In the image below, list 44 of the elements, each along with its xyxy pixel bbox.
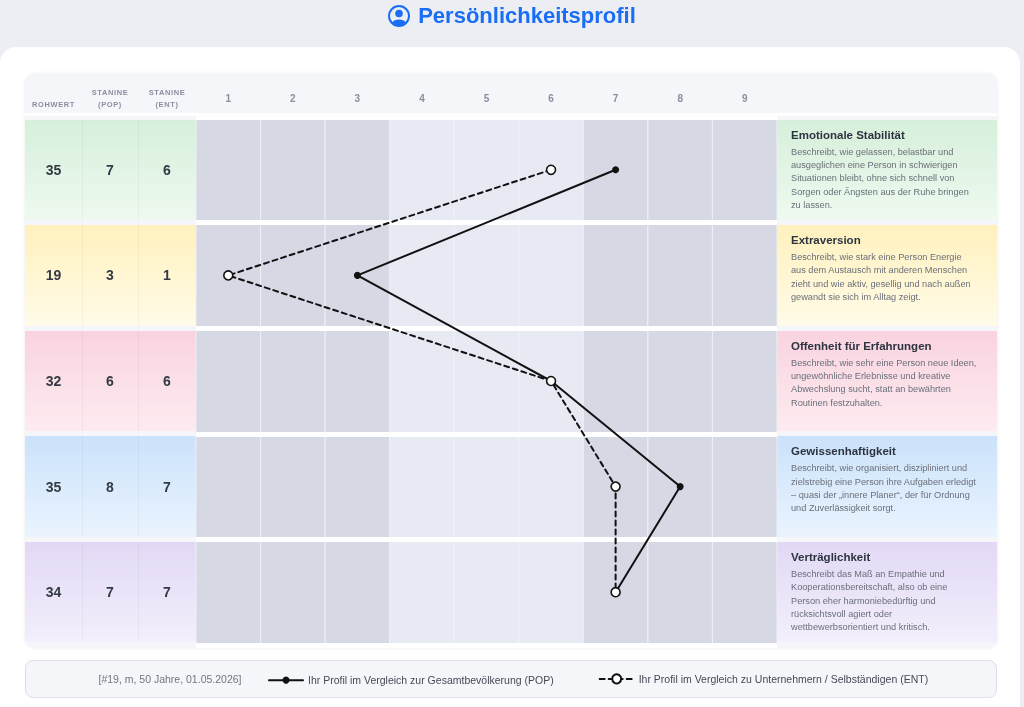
text: 19: [44, 266, 63, 285]
data-label: 7: [105, 583, 115, 602]
text: 35: [44, 477, 63, 496]
y-tick-label: Gewissenhaftigkeit: [791, 445, 897, 458]
x-tick-label: 8: [677, 92, 684, 104]
text: Beschreibt das Maß an Empathie und Kooperationsbereitschaft, also ob eine Person eher harmoniebedürftig und rücksichtsvoll agiert oder wettbewerbsorientiert und kritisch.: [791, 567, 949, 635]
x-tick-label: 3: [354, 92, 361, 104]
x-tick-label: 7: [612, 92, 619, 104]
chart-title: Persönlichkeitsprofil: [418, 3, 636, 29]
data-label: 6: [162, 160, 172, 179]
x-tick-label: 9: [741, 92, 748, 104]
y-tick-label: Verträglichkeit: [791, 550, 872, 563]
text: Beschreibt, wie stark eine Person Energie aus dem Austausch mit anderen Menschen zieht und wie aktiv, gesellig und nach außen gewandt sie sich im Alltag zeigt.: [791, 251, 972, 305]
text: [#19, m, 50 Jahre, 01.05.2026]: [98, 673, 242, 685]
data-label: 1: [162, 266, 172, 285]
point: [612, 166, 620, 174]
text: 35: [44, 160, 63, 179]
data-label: 8: [105, 477, 115, 496]
data-label: 7: [162, 583, 172, 602]
point: [610, 481, 621, 492]
y-tick-label: Offenheit für Erfahrungen: [791, 339, 933, 352]
x-tick-label: 1: [225, 92, 232, 104]
text: Beschreibt, wie sehr eine Person neue Ideen, ungewöhnliche Erlebnisse und kreative Abwechslung sucht, statt an bewährten Routinen festzuhalten.: [791, 356, 977, 410]
point: [676, 483, 684, 491]
point: [353, 271, 361, 279]
data-label: 6: [105, 372, 115, 390]
text: 32: [44, 372, 63, 390]
text: Beschreibt, wie gelassen, belastbar und ausgeglichen eine Person in schwierigen Situationen bleibt, ohne sich schnell von Sorgen oder Ängsten aus der Ruhe bringen zu lassen.: [791, 145, 970, 212]
x-tick-label: 5: [483, 92, 490, 104]
point: [222, 270, 234, 281]
x-tick-label: 4: [419, 92, 426, 104]
text: 34: [44, 583, 63, 602]
data-label: 3: [105, 266, 115, 285]
legend-label: Ihr Profil im Vergleich zu Unternehmern / Selbständigen (ENT): [638, 672, 929, 685]
x-tick-label: 2: [290, 92, 297, 104]
y-tick-label: Extraversion: [791, 234, 862, 247]
legend-label: Ihr Profil im Vergleich zur Gesamtbevölkerung (POP): [308, 674, 554, 687]
x-tick-label: 6: [548, 92, 555, 104]
y-tick-label: Emotionale Stabilität: [791, 128, 906, 141]
data-label: 6: [162, 372, 172, 390]
point: [545, 164, 557, 176]
text: Beschreibt, wie organisiert, diszipliniert und zielstrebig eine Person ihre Aufgaben erledigt – quasi der „innere Planer“, der für Ordnung und Zuverlässigkeit sorgt.: [791, 462, 977, 516]
data-label: 7: [105, 160, 115, 179]
data-label: 7: [162, 477, 172, 496]
